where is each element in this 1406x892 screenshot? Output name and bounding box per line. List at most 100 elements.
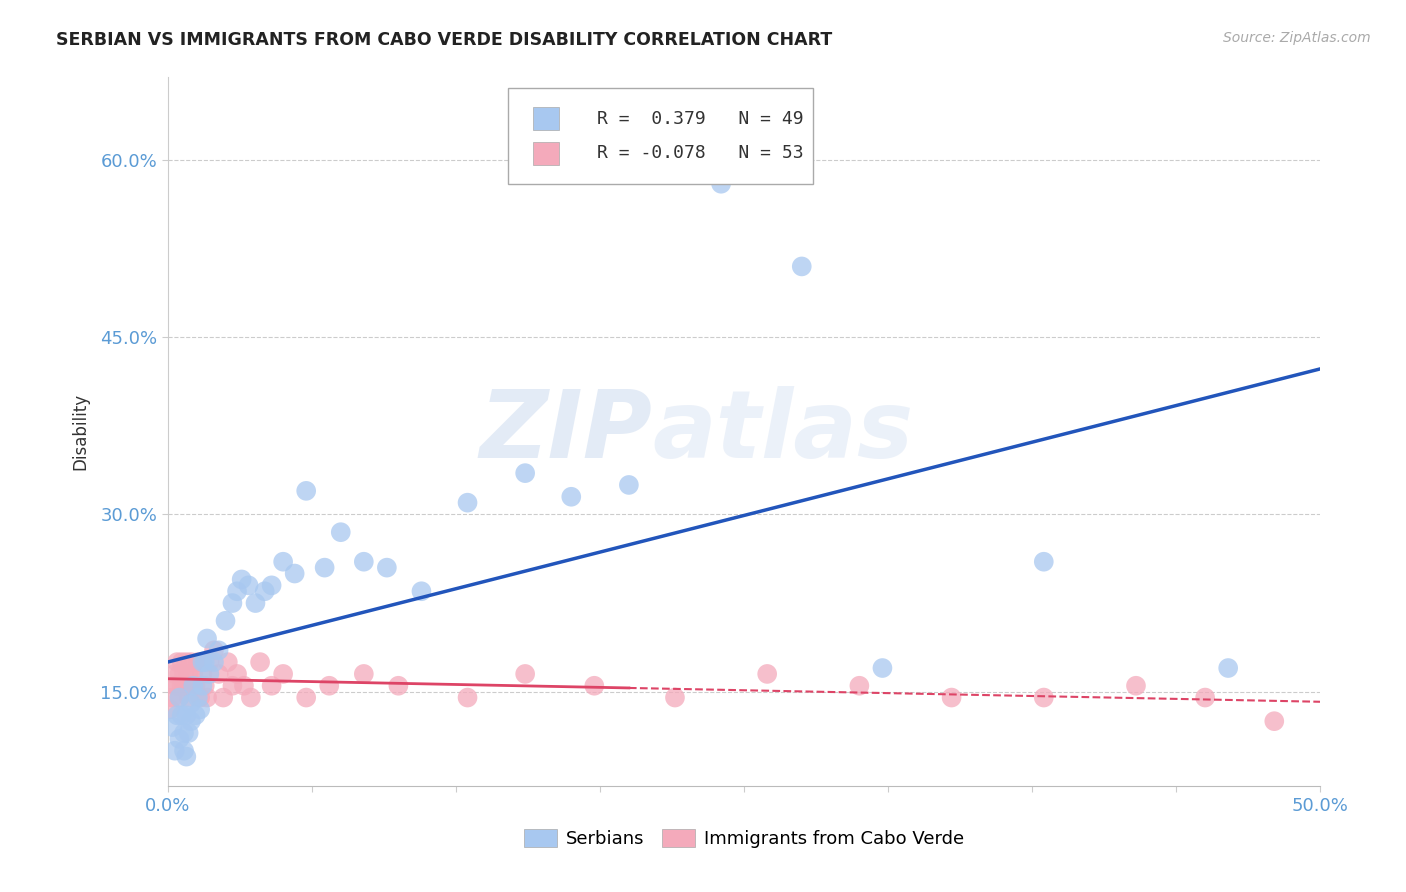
Point — [872, 661, 894, 675]
Point — [239, 690, 262, 705]
Point — [515, 466, 537, 480]
Point — [271, 667, 294, 681]
Point — [195, 690, 218, 705]
Point — [457, 496, 479, 510]
Point — [249, 655, 271, 669]
Point — [411, 584, 433, 599]
Point — [1218, 661, 1240, 675]
Point — [173, 744, 195, 758]
Point — [353, 667, 375, 681]
Point — [177, 667, 200, 681]
Point — [226, 667, 249, 681]
Point — [233, 679, 256, 693]
Point — [1032, 555, 1054, 569]
Point — [1032, 690, 1054, 705]
Point — [1263, 714, 1285, 728]
Point — [202, 655, 225, 669]
Point — [560, 490, 582, 504]
Point — [184, 679, 207, 693]
Point — [375, 560, 398, 574]
Point — [217, 655, 239, 669]
Point — [295, 690, 318, 705]
Point — [181, 679, 204, 693]
Point — [271, 555, 294, 569]
Point — [583, 679, 606, 693]
Point — [169, 667, 191, 681]
Point — [170, 708, 193, 723]
Point — [188, 702, 211, 716]
Point — [710, 177, 733, 191]
Point — [173, 667, 195, 681]
Point — [163, 744, 186, 758]
Text: Source: ZipAtlas.com: Source: ZipAtlas.com — [1223, 31, 1371, 45]
FancyBboxPatch shape — [533, 142, 560, 165]
Point — [162, 690, 184, 705]
Point — [329, 525, 352, 540]
Point — [163, 679, 186, 693]
Point — [353, 555, 375, 569]
Point — [756, 667, 779, 681]
Point — [664, 690, 686, 705]
Point — [253, 584, 276, 599]
Point — [314, 560, 336, 574]
Point — [318, 679, 340, 693]
Text: atlas: atlas — [652, 386, 912, 478]
Point — [166, 655, 188, 669]
Point — [207, 667, 229, 681]
Point — [169, 690, 191, 705]
Point — [181, 667, 204, 681]
Point — [198, 655, 221, 669]
Point — [173, 726, 195, 740]
Point — [457, 690, 479, 705]
Point — [191, 655, 214, 669]
Legend: Serbians, Immigrants from Cabo Verde: Serbians, Immigrants from Cabo Verde — [517, 822, 972, 855]
Point — [188, 690, 211, 705]
Point — [180, 697, 202, 711]
Text: R = -0.078   N = 53: R = -0.078 N = 53 — [596, 145, 803, 162]
Point — [941, 690, 963, 705]
Point — [169, 731, 191, 746]
Point — [159, 702, 181, 716]
Point — [260, 679, 283, 693]
Point — [187, 655, 209, 669]
Point — [180, 679, 202, 693]
Point — [515, 667, 537, 681]
Point — [176, 749, 198, 764]
Point — [790, 260, 813, 274]
Point — [295, 483, 318, 498]
Point — [226, 584, 249, 599]
Point — [214, 614, 236, 628]
Point — [238, 578, 260, 592]
Point — [177, 726, 200, 740]
Point — [191, 679, 214, 693]
Y-axis label: Disability: Disability — [72, 393, 89, 470]
Point — [176, 679, 198, 693]
Point — [260, 578, 283, 592]
Point — [1125, 679, 1147, 693]
Point — [187, 690, 209, 705]
Point — [198, 667, 221, 681]
Point — [177, 690, 200, 705]
Text: R =  0.379   N = 49: R = 0.379 N = 49 — [596, 110, 803, 128]
Point — [191, 667, 214, 681]
Point — [170, 655, 193, 669]
Point — [284, 566, 307, 581]
Point — [169, 690, 191, 705]
Point — [221, 596, 243, 610]
Point — [848, 679, 870, 693]
Point — [207, 643, 229, 657]
Text: SERBIAN VS IMMIGRANTS FROM CABO VERDE DISABILITY CORRELATION CHART: SERBIAN VS IMMIGRANTS FROM CABO VERDE DI… — [56, 31, 832, 49]
Point — [212, 690, 235, 705]
FancyBboxPatch shape — [508, 88, 813, 184]
Point — [617, 478, 640, 492]
Point — [245, 596, 267, 610]
Point — [231, 573, 253, 587]
Point — [166, 679, 188, 693]
Point — [162, 720, 184, 734]
Point — [180, 655, 202, 669]
Point — [173, 679, 195, 693]
Point — [176, 708, 198, 723]
Point — [166, 708, 188, 723]
Text: ZIP: ZIP — [479, 386, 652, 478]
Point — [194, 679, 217, 693]
